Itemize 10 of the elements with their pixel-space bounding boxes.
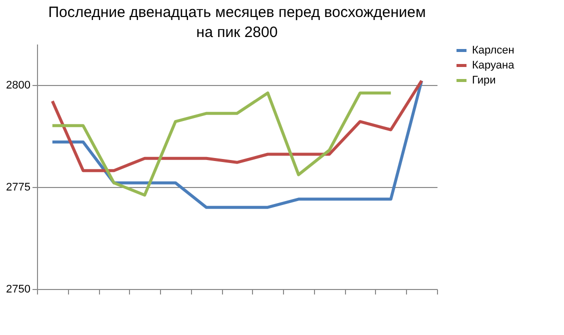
- legend-label: Гири: [472, 74, 496, 86]
- legend-label: Каруана: [472, 60, 516, 72]
- line-series: [50, 79, 424, 172]
- y-tick-label: 2750: [6, 284, 30, 296]
- y-tick-label: 2800: [6, 79, 30, 92]
- legend-label: Карлсен: [472, 44, 514, 56]
- line-series: [50, 79, 424, 209]
- line-series: [50, 92, 392, 197]
- chart-title: Последние двенадцать месяцев перед восхождением на пик 2800: [48, 4, 426, 41]
- y-tick-label: 2775: [6, 181, 30, 194]
